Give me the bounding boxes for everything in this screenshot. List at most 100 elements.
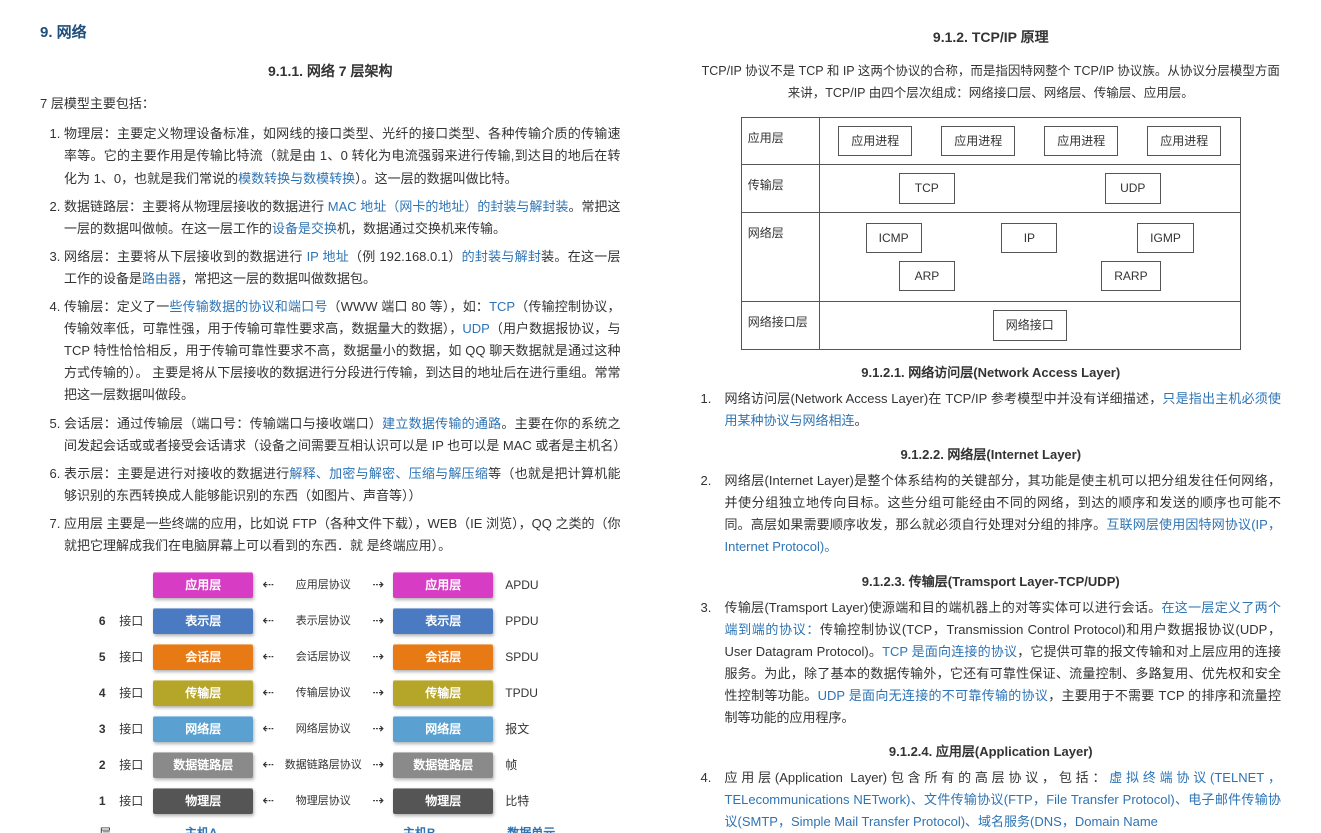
tcp-node: ARP — [899, 261, 955, 291]
osi-layer-box-b: 应用层 — [393, 572, 493, 598]
right-page: 9.1.2. TCP/IP 原理 TCP/IP 协议不是 TCP 和 IP 这两… — [661, 0, 1321, 833]
osi-layer-number: 5 — [95, 647, 109, 667]
osi-layer-box-b: 数据链路层 — [393, 752, 493, 778]
section-body: 应用层(Application Layer)包含所有的高层协议，包括：虚拟终端协… — [725, 767, 1282, 833]
osi-data-unit: 比特 — [499, 791, 547, 811]
arrow-icon: ⇠ — [259, 681, 277, 705]
section-heading: 9.1.2.1. 网络访问层(Network Access Layer) — [701, 362, 1282, 384]
arrow-icon: ⇢ — [369, 753, 387, 777]
osi-layer-box-a: 表示层 — [153, 608, 253, 634]
osi-protocol-label: 数据链路层协议 — [283, 756, 363, 775]
osi-layer-box-b: 网络层 — [393, 716, 493, 742]
tcp-node: TCP — [899, 173, 955, 203]
arrow-icon: ⇠ — [259, 645, 277, 669]
link-text: 解释、加密与解密、压缩与解压缩 — [289, 466, 488, 481]
tcpip-layer-label: 传输层 — [742, 165, 820, 211]
link-text: IP 地址 — [307, 249, 349, 264]
osi-layer-box-b: 会话层 — [393, 644, 493, 670]
link-text: 互联网层使用因特网协议(IP，Internet Protocol)。 — [725, 517, 1281, 554]
arrow-icon: ⇢ — [369, 609, 387, 633]
tcp-node: 应用进程 — [941, 126, 1015, 156]
tcp-node: 应用进程 — [1147, 126, 1221, 156]
osi-interface-label: 接口 — [115, 683, 147, 703]
footer-host-a: 主机A — [141, 823, 261, 833]
osi-layer-box-a: 传输层 — [153, 680, 253, 706]
osi-layer-number: 6 — [95, 611, 109, 631]
tcpip-row: 网络接口层 网络接口 — [742, 302, 1240, 348]
tcpip-layer-label: 网络接口层 — [742, 302, 820, 348]
osi-layer-box-a: 会话层 — [153, 644, 253, 670]
osi-protocol-label: 网络层协议 — [283, 720, 363, 739]
osi-layer-box-a: 数据链路层 — [153, 752, 253, 778]
arrow-icon: ⇠ — [259, 753, 277, 777]
main-heading: 9. 网络 — [40, 20, 621, 46]
tcpip-diagram: 应用层应用进程应用进程应用进程应用进程传输层TCPUDP网络层ICMPIPIGM… — [741, 117, 1241, 350]
tcpip-row: 应用层应用进程应用进程应用进程应用进程 — [742, 118, 1240, 165]
section-item: 3.传输层(Tramsport Layer)使源端和目的端机器上的对等实体可以进… — [701, 597, 1282, 730]
osi-data-unit: APDU — [499, 575, 547, 595]
tcp-node: RARP — [1101, 261, 1160, 291]
section-heading: 9.1.2.3. 传输层(Tramsport Layer-TCP/UDP) — [701, 571, 1282, 593]
osi-row: 2接口数据链路层⇠数据链路层协议⇢数据链路层帧 — [95, 747, 565, 783]
tcpip-body: 应用进程应用进程应用进程应用进程 — [820, 118, 1240, 164]
arrow-icon: ⇠ — [259, 609, 277, 633]
list-item: 应用层 主要是一些终端的应用，比如说 FTP（各种文件下载），WEB（IE 浏览… — [64, 513, 621, 557]
tcp-node: UDP — [1105, 173, 1161, 203]
section-heading: 9.1.2.4. 应用层(Application Layer) — [701, 741, 1282, 763]
osi-row: 应用层⇠应用层协议⇢应用层APDU — [95, 567, 565, 603]
link-text: MAC 地址（网卡的地址）的封装与解封装 — [328, 199, 569, 214]
link-text: UDP 是面向无连接的不可靠传输的协议 — [818, 688, 1049, 703]
sub-heading-9-1-2: 9.1.2. TCP/IP 原理 — [701, 26, 1282, 50]
osi-layer-box-b: 物理层 — [393, 788, 493, 814]
right-sections: 9.1.2.1. 网络访问层(Network Access Layer) 1.网络… — [701, 362, 1282, 833]
tcpip-intro: TCP/IP 协议不是 TCP 和 IP 这两个协议的合称，而是指因特网整个 T… — [701, 60, 1282, 105]
sub-heading-9-1-1: 9.1.1. 网络 7 层架构 — [40, 60, 621, 84]
link-text: 建立数据传输的通路 — [382, 416, 501, 431]
arrow-icon: ⇢ — [369, 681, 387, 705]
osi-row: 4接口传输层⇠传输层协议⇢传输层TPDU — [95, 675, 565, 711]
list-item: 传输层：定义了一些传输数据的协议和端口号（WWW 端口 80 等），如：TCP（… — [64, 296, 621, 406]
tcp-node: IGMP — [1137, 223, 1194, 253]
list-item: 会话层：通过传输层（端口号：传输端口与接收端口）建立数据传输的通路。主要在你的系… — [64, 413, 621, 457]
list-item: 网络层：主要将从下层接收到的数据进行 IP 地址（例 192.168.0.1）的… — [64, 246, 621, 290]
arrow-icon: ⇠ — [259, 717, 277, 741]
section-body: 网络访问层(Network Access Layer)在 TCP/IP 参考模型… — [725, 388, 1282, 432]
section-number: 4. — [701, 767, 725, 833]
list-item: 数据链路层：主要将从物理层接收的数据进行 MAC 地址（网卡的地址）的封装与解封… — [64, 196, 621, 240]
tcp-node: IP — [1001, 223, 1057, 253]
footer-layer-label: 层 — [95, 823, 141, 833]
tcp-node: 网络接口 — [993, 310, 1067, 340]
osi-row: 6接口表示层⇠表示层协议⇢表示层PPDU — [95, 603, 565, 639]
link-text: 模数转换与数模转换 — [238, 171, 355, 186]
osi-row: 3接口网络层⇠网络层协议⇢网络层报文 — [95, 711, 565, 747]
osi-protocol-label: 物理层协议 — [283, 792, 363, 811]
osi-data-unit: SPDU — [499, 647, 547, 667]
arrow-icon: ⇠ — [259, 573, 277, 597]
section-number: 2. — [701, 470, 725, 558]
osi-protocol-label: 会话层协议 — [283, 648, 363, 667]
link-text: TCP — [489, 299, 515, 314]
osi-layer-box-b: 表示层 — [393, 608, 493, 634]
footer-data-unit: 数据单元 — [479, 823, 565, 833]
osi-row: 1接口物理层⇠物理层协议⇢物理层比特 — [95, 783, 565, 819]
osi-protocol-label: 传输层协议 — [283, 684, 363, 703]
osi-protocol-label: 应用层协议 — [283, 576, 363, 595]
section-body: 传输层(Tramsport Layer)使源端和目的端机器上的对等实体可以进行会… — [725, 597, 1282, 730]
arrow-icon: ⇢ — [369, 717, 387, 741]
osi-footer: 层主机A 主机B数据单元 — [95, 823, 565, 833]
osi-interface-label: 接口 — [115, 647, 147, 667]
link-text: 路由器 — [142, 271, 181, 286]
osi-layer-number: 1 — [95, 791, 109, 811]
list-item: 物理层：主要定义物理设备标准，如网线的接口类型、光纤的接口类型、各种传输介质的传… — [64, 123, 621, 189]
osi-data-unit: TPDU — [499, 683, 547, 703]
osi-layer-box-a: 应用层 — [153, 572, 253, 598]
tcp-node: 应用进程 — [838, 126, 912, 156]
left-page: 9. 网络 9.1.1. 网络 7 层架构 7 层模型主要包括： 物理层：主要定… — [0, 0, 661, 833]
footer-host-b: 主机B — [359, 823, 479, 833]
link-text: 虚拟终端协议(TELNET，TELecommunications NETwork… — [725, 770, 1282, 829]
section-number: 3. — [701, 597, 725, 730]
arrow-icon: ⇢ — [369, 645, 387, 669]
section-item: 1.网络访问层(Network Access Layer)在 TCP/IP 参考… — [701, 388, 1282, 432]
link-text: 的封装与解封 — [462, 249, 542, 264]
osi-data-unit: PPDU — [499, 611, 547, 631]
